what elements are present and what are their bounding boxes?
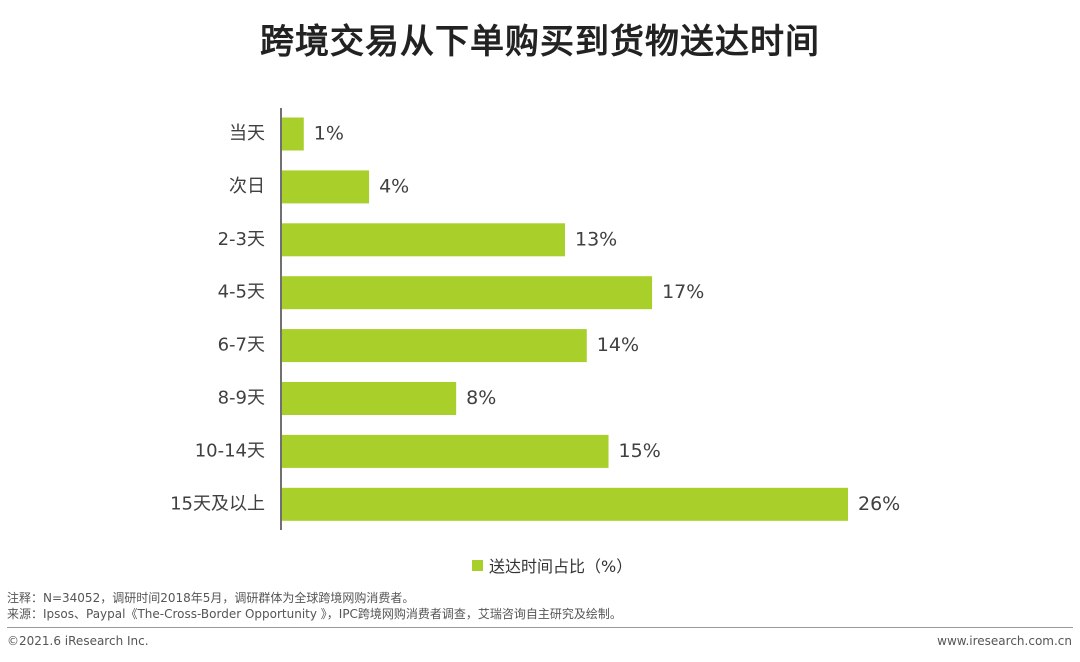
bar-7 [282,487,848,521]
bar-chart: 当天 1% 次日 4% 2-3天 13% 4-5天 17% 6-7天 14% 8-9天 8% 10-14… [170,108,900,530]
bar-2 [282,223,565,257]
value-label-1: 4% [379,175,409,197]
source-text: 来源：Ipsos、Paypal《The-Cross-Border Opportu… [7,607,622,621]
bar-6 [282,434,609,468]
legend-swatch [472,559,483,571]
category-label-7: 15天及以上 [170,493,265,514]
footer-copyright: ©2021.6 iResearch Inc. [7,634,149,648]
bars-group: 当天 1% 次日 4% 2-3天 13% 4-5天 17% 6-7天 14% 8-9天 8% 10-14… [170,117,900,521]
value-label-3: 17% [662,281,704,303]
category-label-4: 6-7天 [218,335,265,356]
footer-divider [7,627,1073,628]
category-label-3: 4-5天 [218,282,265,303]
category-label-6: 10-14天 [195,440,265,461]
bar-0 [282,117,304,151]
footer-website[interactable]: www.iresearch.com.cn [937,634,1072,648]
category-label-2: 2-3天 [218,229,265,250]
value-label-2: 13% [575,228,617,250]
category-label-0: 当天 [229,123,265,144]
chart-title: 跨境交易从下单购买到货物送达时间 [260,22,820,62]
bar-1 [282,170,370,204]
bar-3 [282,276,653,310]
legend-label: 送达时间占比（%） [489,557,633,576]
value-label-5: 8% [466,387,496,409]
value-label-6: 15% [619,440,661,462]
value-label-7: 26% [858,493,900,515]
category-label-5: 8-9天 [218,388,265,409]
bar-4 [282,329,587,363]
category-label-1: 次日 [229,176,265,197]
value-label-4: 14% [597,334,639,356]
bar-5 [282,382,457,415]
note-text: 注释：N=34052，调研时间2018年5月，调研群体为全球跨境网购消费者。 [7,591,415,605]
value-label-0: 1% [314,123,344,145]
legend: 送达时间占比（%） [472,553,632,577]
notes: 注释：N=34052，调研时间2018年5月，调研群体为全球跨境网购消费者。 来… [7,590,622,622]
